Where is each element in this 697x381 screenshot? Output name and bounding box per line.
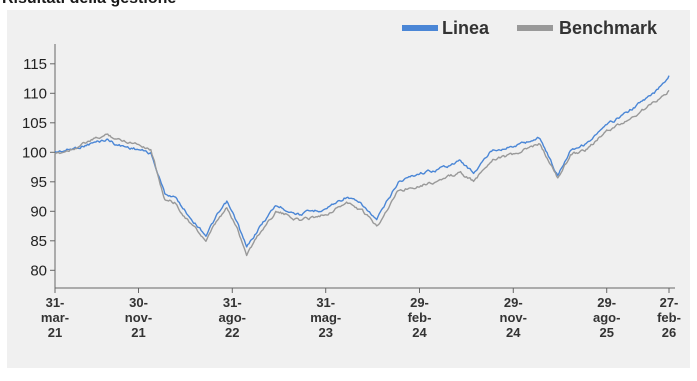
x-tick-label-line: 29-: [597, 295, 616, 310]
x-axis: 31-mar-2130-nov-2131-ago-2231-mag-2329-f…: [41, 287, 681, 340]
y-tick-label: 85: [30, 233, 47, 250]
x-tick-label-line: 25: [599, 325, 613, 340]
x-tick-label-line: 24: [506, 325, 521, 340]
x-tick-label-line: mar-: [41, 310, 69, 325]
legend-swatch-linea: [402, 25, 438, 31]
chart-legend: Linea Benchmark: [402, 18, 658, 38]
y-tick-label: 105: [22, 115, 47, 132]
legend-label-linea: Linea: [442, 18, 490, 38]
page-title: Risultati della gestione: [2, 0, 176, 8]
x-tick-label: 31-mag-23: [310, 295, 341, 340]
x-tick-label-line: ago-: [593, 310, 620, 325]
series-line-linea: [54, 75, 670, 248]
x-tick-label-line: 24: [412, 325, 427, 340]
y-axis: 80 85 90 95 100 105 110 115: [22, 44, 56, 288]
series-line-benchmark: [54, 89, 670, 257]
x-tick-label-line: 26: [662, 325, 676, 340]
series-layer: [54, 75, 670, 257]
y-tick-label: 95: [30, 174, 47, 191]
x-tick-label: 29-nov-24: [500, 295, 527, 340]
x-tick-label-line: 31-: [46, 295, 65, 310]
x-tick-label-line: 31-: [316, 295, 335, 310]
x-tick-label-line: 21: [131, 325, 145, 340]
y-tick-label: 80: [30, 262, 47, 279]
x-tick-label: 31-ago-22: [219, 295, 246, 340]
y-tick-label: 115: [23, 56, 47, 73]
y-tick-label: 90: [30, 203, 47, 220]
x-tick-label-line: 22: [225, 325, 239, 340]
x-tick-label-line: feb-: [408, 310, 432, 325]
x-tick-label-line: mag-: [310, 310, 341, 325]
x-tick-label-line: 21: [48, 325, 62, 340]
x-tick-label: 31-mar-21: [41, 295, 69, 340]
legend-label-benchmark: Benchmark: [559, 18, 658, 38]
x-tick-label-line: nov-: [125, 310, 152, 325]
chart-panel: Linea Benchmark 80 85 90 95 100 105 110 115 31-m…: [7, 10, 690, 368]
x-tick-label-line: 30-: [129, 295, 148, 310]
x-tick-label-line: 23: [318, 325, 332, 340]
x-tick-label: 27-feb-26: [657, 295, 681, 340]
y-tick-label: 110: [23, 85, 47, 102]
x-tick-label-line: ago-: [219, 310, 246, 325]
x-tick-label-line: nov-: [500, 310, 527, 325]
x-tick-label-line: 31-: [223, 295, 242, 310]
x-tick-label-line: feb-: [657, 310, 681, 325]
y-tick-label: 100: [22, 144, 47, 161]
x-tick-label: 30-nov-21: [125, 295, 152, 340]
x-tick-label-line: 29-: [410, 295, 429, 310]
x-tick-label: 29-feb-24: [408, 295, 432, 340]
x-tick-label: 29-ago-25: [593, 295, 620, 340]
x-tick-label-line: 27-: [660, 295, 679, 310]
x-tick-label-line: 29-: [504, 295, 523, 310]
legend-swatch-benchmark: [517, 25, 553, 31]
